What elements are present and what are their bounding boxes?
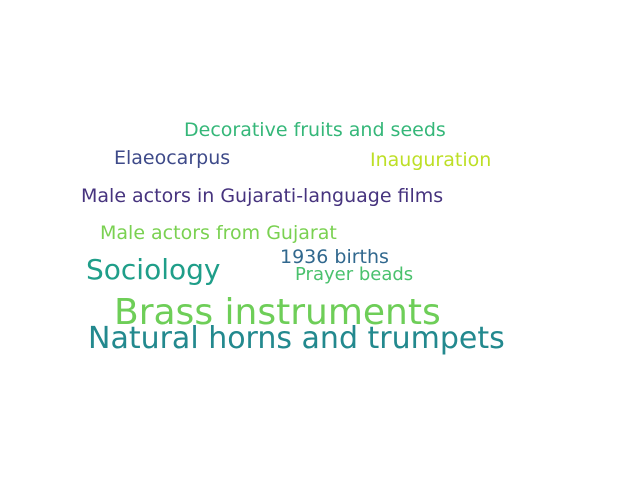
word-1936-births: 1936 births [280, 246, 389, 268]
word-prayer-beads: Prayer beads [295, 264, 414, 285]
word-inauguration: Inauguration [370, 149, 492, 171]
word-brass-instruments: Brass instruments [114, 292, 441, 333]
word-sociology: Sociology [86, 253, 221, 286]
word-male-actors-from-gujarat: Male actors from Gujarat [100, 222, 337, 244]
word-natural-horns-and-trumpets: Natural horns and trumpets [88, 321, 505, 356]
word-male-actors-gujarati-films: Male actors in Gujarati-language films [81, 185, 444, 207]
word-elaeocarpus: Elaeocarpus [114, 147, 231, 169]
word-decorative-fruits-and-seeds: Decorative fruits and seeds [184, 119, 446, 141]
